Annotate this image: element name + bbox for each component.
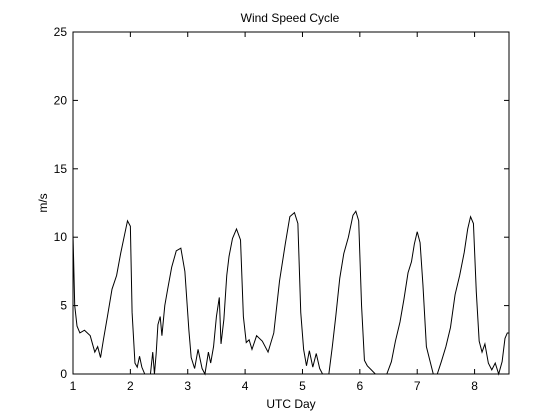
- plot-area: 1 2 3 4 5 6 7 8 0 5 10 15 20 25: [54, 25, 510, 393]
- y-tick-label: 20: [54, 93, 68, 107]
- chart-title: Wind Speed Cycle: [241, 11, 340, 25]
- y-tick-label: 10: [54, 230, 68, 244]
- x-tick-label: 7: [414, 379, 421, 393]
- x-tick-label: 8: [471, 379, 478, 393]
- x-axis: 1 2 3 4 5 6 7 8: [70, 32, 478, 393]
- y-tick-label: 25: [54, 25, 68, 39]
- y-tick-label: 0: [60, 367, 67, 381]
- x-tick-label: 5: [299, 379, 306, 393]
- y-axis-label: m/s: [36, 193, 50, 212]
- x-tick-label: 2: [127, 379, 134, 393]
- x-tick-label: 6: [356, 379, 363, 393]
- x-tick-label: 3: [184, 379, 191, 393]
- series-layer: [72, 210, 509, 376]
- x-tick-label: 4: [242, 379, 249, 393]
- x-tick-label: 1: [70, 379, 77, 393]
- series-line-0: [72, 210, 509, 376]
- y-tick-label: 15: [54, 162, 68, 176]
- x-axis-label: UTC Day: [266, 397, 315, 411]
- plot-frame: [72, 31, 510, 375]
- y-axis: 0 5 10 15 20 25: [54, 25, 509, 381]
- y-tick-label: 5: [60, 299, 67, 313]
